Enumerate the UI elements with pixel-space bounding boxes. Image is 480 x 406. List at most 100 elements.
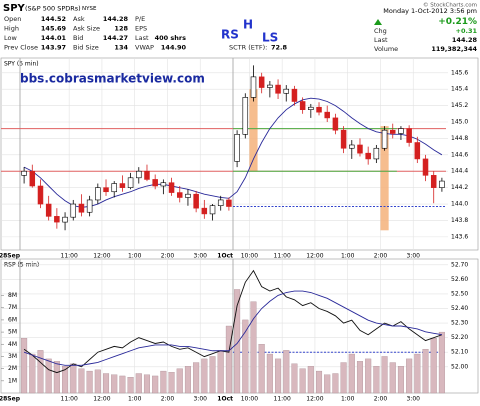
- field-label: Last: [374, 36, 388, 44]
- y2-tick-label: 8M: [8, 292, 17, 299]
- candle-body: [308, 106, 314, 110]
- volume-bar: [275, 358, 282, 394]
- candle-body: [54, 216, 60, 223]
- x-tick-label: 2:00: [161, 396, 175, 403]
- volume-bar: [209, 356, 216, 394]
- candle-body: [430, 175, 437, 188]
- highlight: [249, 89, 258, 172]
- candle-body: [258, 76, 265, 88]
- candle-body: [62, 216, 68, 223]
- candle-body: [439, 180, 445, 188]
- field-label: Volume: [374, 45, 398, 53]
- field-value: 119,382,344: [431, 45, 477, 53]
- candle-body: [37, 185, 44, 205]
- x-tick-label: 12:00: [306, 253, 323, 260]
- field-value: 143.97: [41, 44, 66, 52]
- volume-bar: [414, 353, 421, 394]
- panels: SPY (5 min) 143.6 143.8 144.0 144.2 144.4 144.…: [0, 57, 479, 403]
- field-label: Low: [4, 34, 17, 42]
- y-tick-label: 145.2: [451, 102, 468, 109]
- field-value: 144.28: [452, 36, 478, 44]
- volume-bar: [307, 366, 314, 394]
- volume-bar: [234, 289, 241, 394]
- volume-bar: [356, 361, 363, 394]
- volume-bar: [283, 350, 290, 394]
- candle-body: [365, 152, 371, 160]
- y-tick-label: 52.10: [451, 349, 468, 356]
- y-tick-label: 52.40: [451, 305, 468, 312]
- field-value: 144.52: [41, 15, 66, 23]
- y2-tick-label: 4M: [8, 341, 17, 348]
- volume-bar: [78, 368, 85, 394]
- candle-body: [406, 128, 412, 143]
- candle-body: [275, 84, 281, 94]
- x-tick-label: 1:00: [341, 396, 355, 403]
- security-name: (S&P 500 SPDRs): [25, 5, 81, 13]
- candle-body: [185, 193, 191, 198]
- candle-body: [217, 199, 224, 206]
- volume-bar: [430, 338, 437, 394]
- candle-body: [226, 199, 232, 207]
- candle-body: [357, 144, 363, 154]
- volume-bar: [127, 377, 134, 394]
- y-tick-label: 145.0: [451, 119, 468, 126]
- datetime: Monday 1-Oct-2012 3:56 pm: [383, 7, 477, 15]
- candle-body: [45, 203, 52, 217]
- y-tick-label: 144.2: [451, 184, 468, 191]
- candle-body: [201, 207, 208, 215]
- volume-bar: [168, 372, 175, 394]
- volume-bar: [135, 373, 142, 394]
- symbol: SPY: [3, 3, 26, 14]
- candle-body: [119, 183, 126, 188]
- candle-body: [152, 179, 158, 187]
- volume-bar: [397, 366, 404, 394]
- x-tick-label: 1:00: [128, 396, 142, 403]
- x-tick-label: 1Oct: [217, 396, 233, 403]
- volume-bar: [225, 325, 232, 394]
- field-label: High: [4, 25, 19, 33]
- volume-bar: [348, 353, 355, 394]
- field-value: 145.69: [41, 25, 67, 33]
- x-tick-label: 11:00: [61, 396, 78, 403]
- x-tick-label: 10:00: [241, 396, 258, 403]
- volume-bar: [119, 375, 126, 394]
- y-tick-label: 145.6: [451, 69, 468, 76]
- field-value: 144.27: [103, 34, 128, 42]
- volume-bar: [365, 358, 372, 394]
- volume-bar: [70, 363, 77, 394]
- change-percent: +0.21%: [438, 17, 477, 27]
- x-tick-label: 12:00: [93, 396, 110, 403]
- x-tick-label: 11:00: [274, 253, 291, 260]
- candle-body: [78, 203, 85, 213]
- candle-body: [234, 134, 240, 162]
- candle-body: [70, 203, 77, 218]
- annotation: LS: [262, 31, 278, 45]
- field-value: 144.01: [41, 34, 67, 42]
- volume-bar: [217, 350, 224, 394]
- volume-bar: [152, 375, 159, 394]
- credit: © StockCharts.com: [423, 2, 477, 9]
- candle-body: [242, 97, 249, 135]
- candle-body: [95, 187, 101, 201]
- y2-tick-label: 5M: [8, 329, 17, 336]
- candle-body: [176, 192, 183, 198]
- candle-body: [160, 182, 167, 187]
- y2-tick-label: 1M: [8, 377, 17, 384]
- x-tick-label: 2:00: [374, 253, 388, 260]
- x-tick-label: 28Sep: [0, 396, 21, 403]
- y-tick-label: 52.30: [451, 320, 468, 327]
- candle-body: [373, 147, 380, 160]
- field-label: Prev Close: [4, 44, 38, 52]
- y-tick-label: 143.8: [451, 217, 468, 224]
- y2-tick-label: 6M: [8, 316, 17, 323]
- x-tick-label: 11:00: [61, 253, 78, 260]
- field-value: 128: [114, 25, 128, 33]
- candle-body: [414, 142, 421, 160]
- x-tick-label: 1Oct: [217, 253, 233, 260]
- field-label: P/E: [135, 15, 145, 23]
- volume-bar: [193, 362, 200, 394]
- field-label: Bid: [73, 34, 83, 42]
- y2-tick-label: 2M: [8, 365, 17, 372]
- candle-body: [86, 199, 93, 213]
